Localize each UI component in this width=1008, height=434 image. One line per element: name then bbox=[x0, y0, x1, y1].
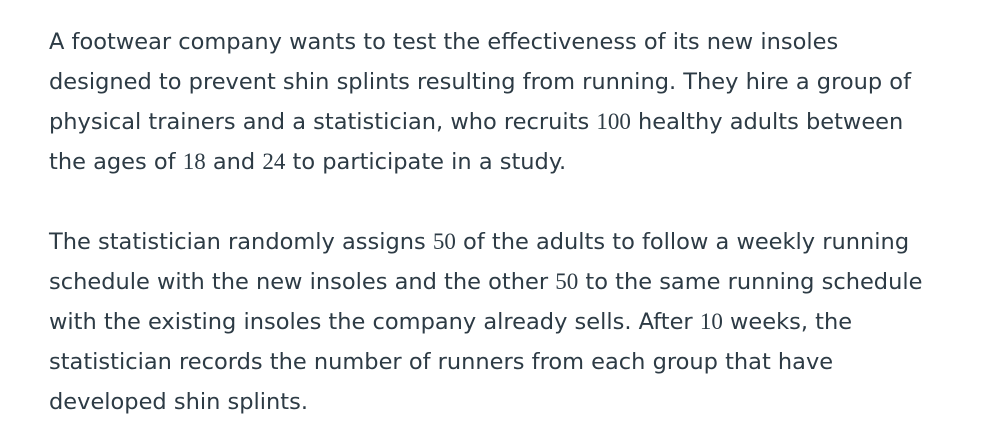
math-number: 10 bbox=[699, 309, 723, 334]
text-line: developed shin splints. bbox=[49, 389, 308, 415]
text-line: the ages of 18 and 24 to participate in … bbox=[49, 149, 567, 175]
paragraph-2: The statistician randomly assigns 50 of … bbox=[49, 222, 969, 422]
math-number: 50 bbox=[432, 229, 456, 254]
text-line: statistician records the number of runne… bbox=[49, 349, 834, 375]
math-number: 24 bbox=[262, 149, 286, 174]
text-line: schedule with the new insoles and the ot… bbox=[49, 269, 923, 295]
text-line: designed to prevent shin splints resulti… bbox=[49, 69, 911, 95]
text-line: with the existing insoles the company al… bbox=[49, 309, 853, 335]
text-line: physical trainers and a statistician, wh… bbox=[49, 109, 904, 135]
paragraph-1: A footwear company wants to test the eff… bbox=[49, 22, 969, 182]
math-number: 100 bbox=[596, 109, 631, 134]
problem-text: A footwear company wants to test the eff… bbox=[49, 22, 969, 422]
math-number: 50 bbox=[555, 269, 579, 294]
text-line: A footwear company wants to test the eff… bbox=[49, 29, 839, 55]
text-line: The statistician randomly assigns 50 of … bbox=[49, 229, 910, 255]
math-number: 18 bbox=[182, 149, 206, 174]
